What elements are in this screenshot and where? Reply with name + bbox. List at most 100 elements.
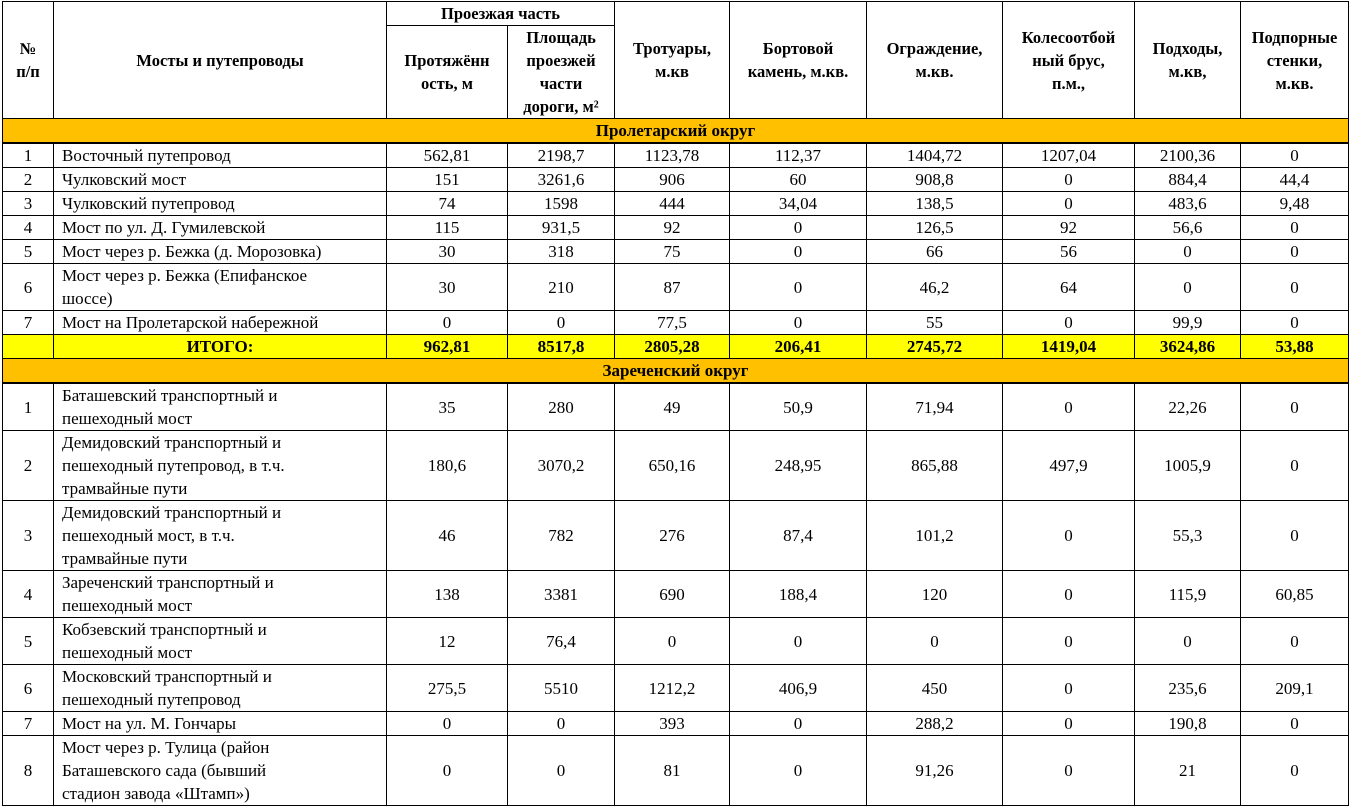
bridge-name: Мост через р. Бежка (д. Морозовка)	[53, 239, 387, 264]
cell-fence: 0	[866, 617, 1003, 665]
cell-sidewalks: 75	[614, 239, 730, 264]
total-curb: 206,41	[729, 334, 867, 359]
cell-length: 138	[386, 570, 508, 618]
cell-sidewalks: 650,16	[614, 430, 730, 501]
cell-area: 76,4	[507, 617, 615, 665]
cell-sidewalks: 0	[614, 617, 730, 665]
total-label: ИТОГО:	[53, 334, 387, 359]
cell-retaining-walls: 0	[1240, 239, 1349, 264]
cell-fence: 55	[866, 310, 1003, 335]
header-num: № п/п	[2, 1, 54, 119]
cell-curb: 87,4	[729, 500, 867, 571]
header-curb: Бортовой камень, м.кв.	[729, 1, 867, 119]
cell-length: 46	[386, 500, 508, 571]
total-fence: 2745,72	[866, 334, 1003, 359]
cell-sidewalks: 444	[614, 191, 730, 216]
cell-curb: 60	[729, 167, 867, 192]
header-roadway-group: Проезжая часть	[386, 1, 615, 26]
cell-length: 0	[386, 735, 508, 806]
row-number: 1	[2, 382, 54, 431]
cell-fence: 138,5	[866, 191, 1003, 216]
cell-length: 151	[386, 167, 508, 192]
table-row: 4 Зареченский транспортный и пешеходный м…	[2, 570, 1349, 618]
cell-curb: 0	[729, 215, 867, 240]
bridge-name: Мост на Пролетарской набережной	[53, 310, 387, 335]
cell-wheel-guard: 0	[1002, 382, 1135, 431]
row-number: 5	[2, 617, 54, 665]
cell-retaining-walls: 0	[1240, 617, 1349, 665]
cell-retaining-walls: 9,48	[1240, 191, 1349, 216]
cell-retaining-walls: 209,1	[1240, 664, 1349, 712]
total-sidewalks: 2805,28	[614, 334, 730, 359]
section-row: Пролетарский округ	[2, 118, 1349, 144]
header-area: Площадь проезжей части дороги, м²	[507, 25, 615, 119]
bridge-name: Баташевский транспортный и пешеходный мо…	[53, 382, 387, 431]
cell-wheel-guard: 56	[1002, 239, 1135, 264]
cell-area: 318	[507, 239, 615, 264]
cell-area: 1598	[507, 191, 615, 216]
cell-approaches: 0	[1134, 239, 1241, 264]
cell-approaches: 21	[1134, 735, 1241, 806]
cell-wheel-guard: 497,9	[1002, 430, 1135, 501]
cell-length: 0	[386, 310, 508, 335]
header-retaining-walls: Подпорные стенки, м.кв.	[1240, 1, 1349, 119]
bridge-name: Чулковский мост	[53, 167, 387, 192]
bridge-name: Московский транспортный и пешеходный пут…	[53, 664, 387, 712]
cell-length: 275,5	[386, 664, 508, 712]
row-number: 2	[2, 167, 54, 192]
cell-retaining-walls: 0	[1240, 382, 1349, 431]
cell-retaining-walls: 0	[1240, 711, 1349, 736]
cell-curb: 188,4	[729, 570, 867, 618]
cell-length: 12	[386, 617, 508, 665]
cell-wheel-guard: 0	[1002, 500, 1135, 571]
bridge-name: Чулковский путепровод	[53, 191, 387, 216]
row-number: 3	[2, 500, 54, 571]
table-row: 4 Мост по ул. Д. Гумилевской 115 931,5 92 0 12…	[2, 215, 1349, 240]
cell-area: 3070,2	[507, 430, 615, 501]
cell-area: 210	[507, 263, 615, 311]
table-row: 1 Восточный путепровод 562,81 2198,7 1123,78…	[2, 142, 1349, 168]
cell-approaches: 190,8	[1134, 711, 1241, 736]
cell-retaining-walls: 0	[1240, 215, 1349, 240]
cell-curb: 406,9	[729, 664, 867, 712]
table-row: 5 Кобзевский транспортный и пешеходный мо…	[2, 617, 1349, 665]
row-number: 1	[2, 142, 54, 168]
cell-area: 5510	[507, 664, 615, 712]
cell-area: 0	[507, 711, 615, 736]
cell-length: 180,6	[386, 430, 508, 501]
row-number: 7	[2, 310, 54, 335]
cell-wheel-guard: 64	[1002, 263, 1135, 311]
cell-wheel-guard: 92	[1002, 215, 1135, 240]
bridge-name: Демидовский транспортный и пешеходный пу…	[53, 430, 387, 501]
cell-sidewalks: 77,5	[614, 310, 730, 335]
cell-length: 30	[386, 263, 508, 311]
cell-wheel-guard: 0	[1002, 570, 1135, 618]
bridge-name: Демидовский транспортный и пешеходный мо…	[53, 500, 387, 571]
table-row: 2 Чулковский мост 151 3261,6 906 60 908,8 0 884,…	[2, 167, 1349, 192]
cell-approaches: 0	[1134, 263, 1241, 311]
table-row: 2 Демидовский транспортный и пешеходный п…	[2, 430, 1349, 501]
cell-approaches: 115,9	[1134, 570, 1241, 618]
bridge-name: Мост через р. Бежка (Епифанское шоссе)	[53, 263, 387, 311]
header-wheel-guard: Колесоотбой ный брус, п.м.,	[1002, 1, 1135, 119]
total-wheel-guard: 1419,04	[1002, 334, 1135, 359]
cell-area: 3261,6	[507, 167, 615, 192]
cell-curb: 50,9	[729, 382, 867, 431]
cell-retaining-walls: 44,4	[1240, 167, 1349, 192]
cell-approaches: 1005,9	[1134, 430, 1241, 501]
total-length: 962,81	[386, 334, 508, 359]
cell-approaches: 99,9	[1134, 310, 1241, 335]
table-header: № п/п Мосты и путепроводы Проезжая часть…	[2, 1, 1349, 119]
table-row: 7 Мост на Пролетарской набережной 0 0 77,5 0 5…	[2, 310, 1349, 335]
row-number: 4	[2, 215, 54, 240]
cell-length: 115	[386, 215, 508, 240]
cell-length: 35	[386, 382, 508, 431]
cell-wheel-guard: 0	[1002, 310, 1135, 335]
cell-sidewalks: 92	[614, 215, 730, 240]
table-row: 6 Мост через р. Бежка (Епифанское шоссе) 3…	[2, 263, 1349, 311]
cell-approaches: 56,6	[1134, 215, 1241, 240]
row-number: 2	[2, 430, 54, 501]
cell-wheel-guard: 0	[1002, 191, 1135, 216]
cell-length: 0	[386, 711, 508, 736]
cell-curb: 0	[729, 735, 867, 806]
